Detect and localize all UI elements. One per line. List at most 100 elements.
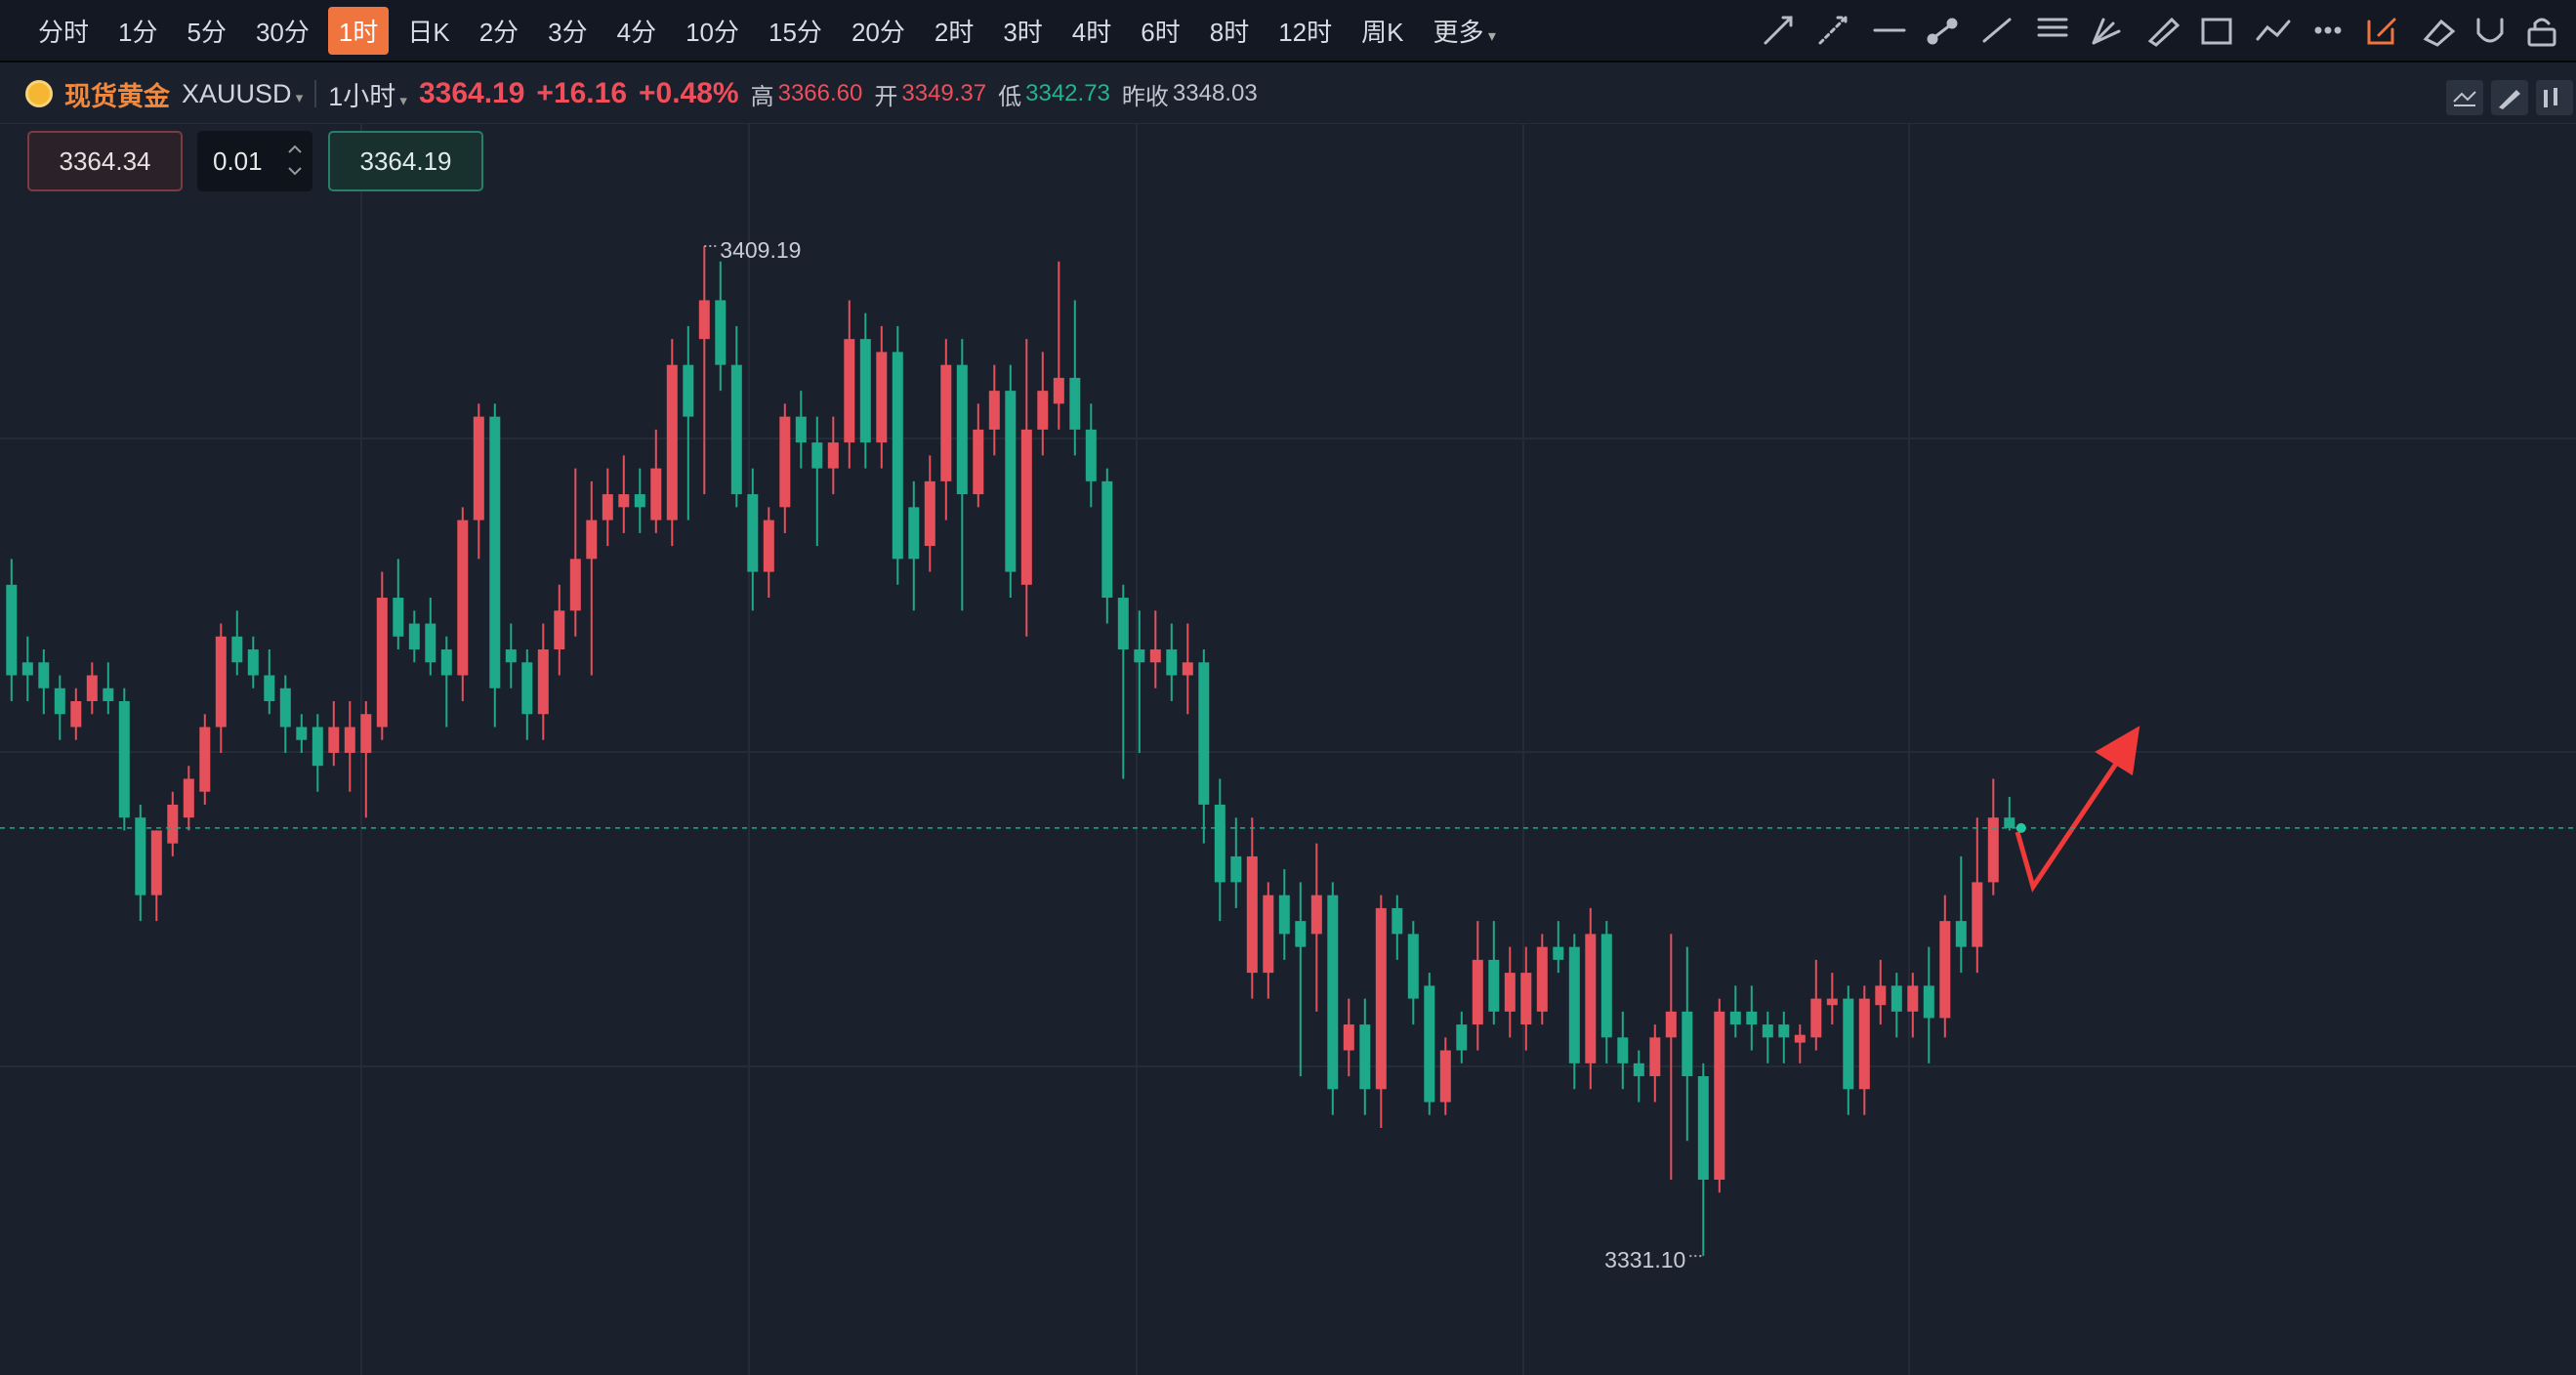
- tool-magnet[interactable]: [2476, 18, 2504, 43]
- change: +16.16: [536, 77, 628, 109]
- tool-fan[interactable]: [2092, 18, 2121, 45]
- buy-price-button[interactable]: 3364.19: [328, 131, 483, 191]
- candle-body: [38, 662, 50, 688]
- tool-pen[interactable]: [2147, 17, 2181, 47]
- candle-body: [1101, 480, 1113, 599]
- candle-body: [892, 352, 903, 560]
- candle-body: [312, 727, 323, 767]
- candle-body: [1295, 921, 1307, 947]
- interval-tab[interactable]: 15分: [769, 17, 822, 47]
- interval-tab[interactable]: 分时: [38, 17, 90, 47]
- candle-body: [698, 300, 710, 340]
- candle-body: [924, 480, 935, 547]
- candle-body: [1439, 1050, 1451, 1103]
- candle-body: [554, 610, 565, 650]
- candle-body: [1359, 1024, 1371, 1090]
- interval-tab[interactable]: 日K: [407, 17, 450, 47]
- interval-tab[interactable]: 4时: [1071, 17, 1112, 47]
- candle-body: [1536, 946, 1548, 1012]
- tool-indicator[interactable]: [2256, 20, 2291, 41]
- instrument-name[interactable]: 现货黄金: [64, 81, 170, 111]
- interval-tab[interactable]: 1分: [118, 17, 158, 47]
- candle-body: [844, 339, 855, 443]
- interval-tab[interactable]: 10分: [686, 17, 740, 47]
- candle-body: [1117, 598, 1129, 650]
- candle-body: [1230, 855, 1242, 883]
- candle-body: [376, 598, 388, 728]
- low-value: 3342.73: [1025, 80, 1110, 106]
- candle-body: [973, 429, 984, 495]
- candle-body: [1810, 998, 1822, 1038]
- candle-body: [747, 494, 759, 572]
- candle-body: [715, 300, 727, 365]
- tool-line[interactable]: [1982, 18, 2012, 43]
- candle-body: [264, 675, 275, 701]
- coin-icon: [25, 80, 53, 107]
- candle-body: [1520, 973, 1532, 1025]
- tool-edit[interactable]: [2367, 18, 2396, 45]
- interval-tab[interactable]: 4分: [616, 17, 657, 47]
- interval-tab[interactable]: 2时: [934, 17, 975, 47]
- candle-body: [473, 416, 484, 521]
- candle-body: [86, 675, 98, 701]
- interval-tab[interactable]: 更多: [1422, 7, 1507, 55]
- candle-body: [425, 623, 436, 663]
- candle-body: [988, 391, 1000, 430]
- quantity-input[interactable]: 0.01: [197, 131, 312, 191]
- interval-tab[interactable]: 6时: [1141, 17, 1181, 47]
- period[interactable]: 1小时: [328, 75, 407, 113]
- candle-body: [876, 352, 888, 443]
- interval-tab[interactable]: 12时: [1278, 17, 1333, 47]
- candle-body: [1053, 377, 1064, 404]
- candle-body: [1343, 1024, 1354, 1051]
- candle-body: [118, 700, 130, 818]
- candle-body: [1875, 985, 1887, 1006]
- candle-body: [521, 662, 533, 715]
- candle-body: [183, 778, 194, 818]
- prev-close-value: 3348.03: [1172, 80, 1258, 106]
- candle-body: [1714, 1011, 1725, 1181]
- candle-body: [360, 714, 372, 753]
- candle-body: [1778, 1024, 1790, 1038]
- interval-tab[interactable]: 2分: [478, 17, 519, 47]
- low-label: 低: [998, 83, 1022, 110]
- tool-fib[interactable]: [2037, 18, 2068, 37]
- candle-body: [1149, 649, 1161, 663]
- candle-body: [1987, 817, 1999, 883]
- candle-body: [1407, 934, 1419, 999]
- interval-tab[interactable]: 30分: [255, 17, 310, 47]
- symbol[interactable]: XAUUSD: [182, 79, 303, 109]
- tool-lock[interactable]: [2527, 27, 2556, 47]
- candle-body: [730, 364, 742, 495]
- candle-body: [1972, 882, 1983, 947]
- candle-body: [150, 830, 162, 896]
- tool-image[interactable]: [2201, 18, 2232, 45]
- interval-list: 分时 1分 5分 30分 1时 日K 2分 3分 4分 10分 15分 20分 2时 3时 4时 6时 8时 12…: [0, 6, 1515, 55]
- candle-body: [247, 649, 259, 676]
- interval-tab[interactable]: 周K: [1361, 17, 1404, 47]
- high-annotation: 3409.19: [720, 237, 801, 263]
- candle-body: [1214, 804, 1226, 883]
- interval-tab[interactable]: 3分: [548, 17, 588, 47]
- interval-tab[interactable]: 20分: [851, 17, 905, 47]
- interval-tab[interactable]: 3时: [1003, 17, 1043, 47]
- open-label: 开: [874, 83, 898, 110]
- interval-tab[interactable]: 5分: [187, 17, 227, 47]
- candle-body: [1392, 907, 1403, 935]
- candle-body: [1762, 1024, 1773, 1038]
- tool-ray[interactable]: [1764, 16, 1793, 45]
- interval-tab[interactable]: 8时: [1209, 17, 1250, 47]
- candle-body: [1424, 985, 1435, 1103]
- tool-eraser[interactable]: [2423, 19, 2456, 47]
- sell-price-button[interactable]: 3364.34: [27, 131, 183, 191]
- candle-body: [1246, 855, 1258, 974]
- tool-dashed-ray[interactable]: [1818, 16, 1848, 45]
- interval-tab[interactable]: 1时: [327, 6, 390, 55]
- candle-body: [1166, 649, 1178, 676]
- spinner[interactable]: [285, 141, 305, 180]
- candle-body: [70, 700, 82, 728]
- candle-body: [1843, 998, 1854, 1090]
- quote-bar: 现货黄金 XAUUSD 1小时 3364.19 +16.16 +0.48% 高 …: [25, 72, 1258, 115]
- candle-body: [1278, 895, 1290, 935]
- change-pct: +0.48%: [639, 77, 739, 109]
